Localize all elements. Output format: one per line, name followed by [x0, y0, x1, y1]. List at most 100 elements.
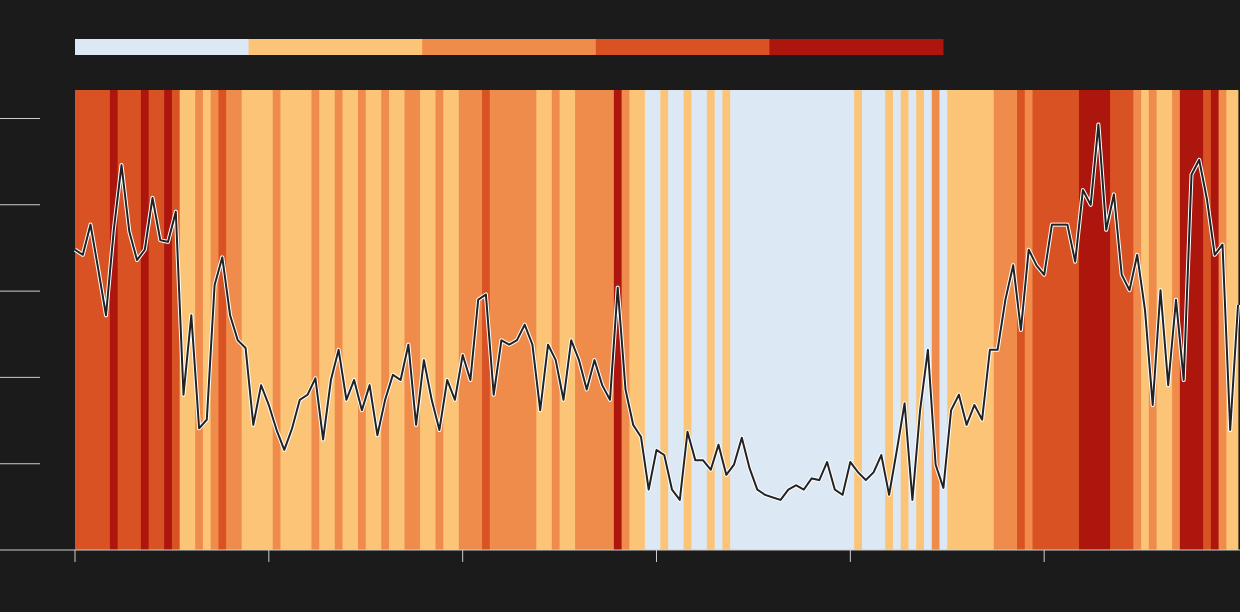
stripe	[381, 90, 390, 550]
stripe	[528, 90, 537, 550]
stripe	[202, 90, 212, 550]
stripe	[877, 90, 886, 550]
stripe	[784, 90, 793, 550]
stripe	[1110, 90, 1119, 550]
stripe	[218, 90, 227, 550]
stripe	[978, 90, 987, 550]
stripe	[590, 90, 599, 550]
stripe	[1048, 90, 1057, 550]
stripe	[1063, 90, 1072, 550]
stripe	[722, 90, 731, 550]
stripe	[466, 90, 475, 550]
stripe	[1055, 90, 1064, 550]
stripe	[1187, 90, 1196, 550]
stripe	[249, 90, 258, 550]
stripe	[730, 90, 739, 550]
stripe	[536, 90, 545, 550]
stripe	[900, 90, 909, 550]
stripe	[807, 90, 816, 550]
stripe	[1226, 90, 1235, 550]
stripe	[962, 90, 971, 550]
stripe	[823, 90, 832, 550]
stripe	[117, 90, 126, 550]
stripe	[1102, 90, 1111, 550]
stripe	[257, 90, 266, 550]
legend-swatch	[75, 39, 250, 55]
stripe	[567, 90, 576, 550]
stripe	[582, 90, 591, 550]
stripe	[272, 90, 281, 550]
stripe	[613, 90, 623, 550]
stripe	[86, 90, 95, 550]
stripe	[171, 90, 181, 550]
stripe	[443, 90, 452, 550]
stripe	[668, 90, 677, 550]
stripe	[908, 90, 917, 550]
stripe	[451, 90, 460, 550]
stripe	[474, 90, 483, 550]
stripe	[458, 90, 467, 550]
stripe	[652, 90, 661, 550]
stripe	[776, 90, 785, 550]
stripe	[520, 90, 529, 550]
stripe	[179, 90, 188, 550]
stripe	[768, 90, 778, 550]
stripe	[606, 90, 615, 550]
stripe	[396, 90, 405, 550]
stripe	[102, 90, 111, 550]
stripe	[389, 90, 398, 550]
stripe	[311, 90, 320, 550]
stripe	[629, 90, 638, 550]
stripe	[326, 90, 336, 550]
stripe	[815, 90, 824, 550]
stripe	[1086, 90, 1095, 550]
stripe	[861, 90, 871, 550]
stripe	[1094, 90, 1103, 550]
stripe	[303, 90, 312, 550]
stripe	[427, 90, 436, 550]
stripe	[993, 90, 1002, 550]
stripe	[295, 90, 305, 550]
stripe	[892, 90, 902, 550]
stripe	[939, 90, 948, 550]
stripe	[916, 90, 925, 550]
stripe	[1001, 90, 1010, 550]
stripe	[288, 90, 297, 550]
stripe	[1117, 90, 1126, 550]
stripe	[1024, 90, 1033, 550]
stripe	[637, 90, 646, 550]
stripe	[575, 90, 584, 550]
stripe	[489, 90, 498, 550]
stripe	[737, 90, 747, 550]
stripe	[559, 90, 568, 550]
stripe	[280, 90, 289, 550]
stripe	[1125, 90, 1134, 550]
stripe	[233, 90, 243, 550]
stripe	[947, 90, 956, 550]
stripe	[699, 90, 708, 550]
line	[74, 123, 1239, 501]
stripe	[1218, 90, 1227, 550]
stripe	[78, 90, 88, 550]
stripe	[706, 90, 716, 550]
stripe	[210, 90, 219, 550]
stripe	[660, 90, 669, 550]
stripe	[683, 90, 692, 550]
stripe	[420, 90, 429, 550]
stripe	[140, 90, 150, 550]
stripe	[505, 90, 514, 550]
stripe	[1133, 90, 1142, 550]
stripe	[156, 90, 165, 550]
stripe	[164, 90, 173, 550]
stripe	[365, 90, 374, 550]
stripe	[854, 90, 863, 550]
stripe	[241, 90, 250, 550]
stripe	[745, 90, 754, 550]
stripe	[350, 90, 359, 550]
stripe	[1071, 90, 1080, 550]
stripe	[513, 90, 522, 550]
stripe	[435, 90, 444, 550]
stripe	[838, 90, 847, 550]
stripe	[885, 90, 894, 550]
legend-swatch	[248, 39, 423, 55]
